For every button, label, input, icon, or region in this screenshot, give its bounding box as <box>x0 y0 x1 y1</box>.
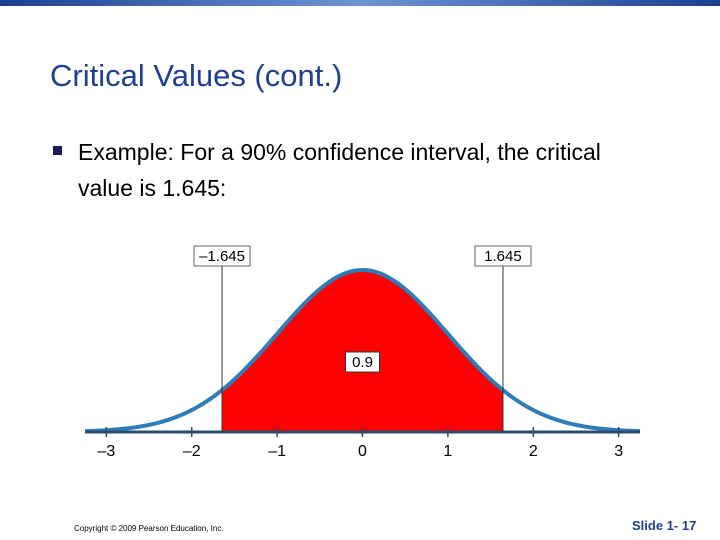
shaded-area <box>222 270 503 432</box>
x-tick-label: 0 <box>358 443 367 460</box>
critical-label-box <box>474 245 532 267</box>
area-label: 0.9 <box>352 354 373 371</box>
x-tick-label: 1 <box>443 443 452 460</box>
x-tick-label: –2 <box>183 443 201 460</box>
slide-number: Slide 1- 17 <box>632 518 697 533</box>
bullet-mark <box>53 146 62 155</box>
critical-label: –1.645 <box>199 248 245 265</box>
x-tick-label: –1 <box>268 443 286 460</box>
critical-label: 1.645 <box>484 248 522 265</box>
area-label-box <box>345 351 380 373</box>
bullet-text: Example: For a 90% confidence interval, … <box>78 139 601 201</box>
critical-label-box <box>193 245 251 267</box>
x-tick-label: –3 <box>97 443 115 460</box>
density-curve <box>84 267 641 434</box>
slide-title: Critical Values (cont.) <box>50 58 343 93</box>
x-tick-label: 3 <box>614 443 623 460</box>
x-tick-label: 2 <box>529 443 538 460</box>
copyright: Copyright © 2009 Pearson Education, Inc. <box>74 524 224 533</box>
top-bar <box>0 0 720 6</box>
